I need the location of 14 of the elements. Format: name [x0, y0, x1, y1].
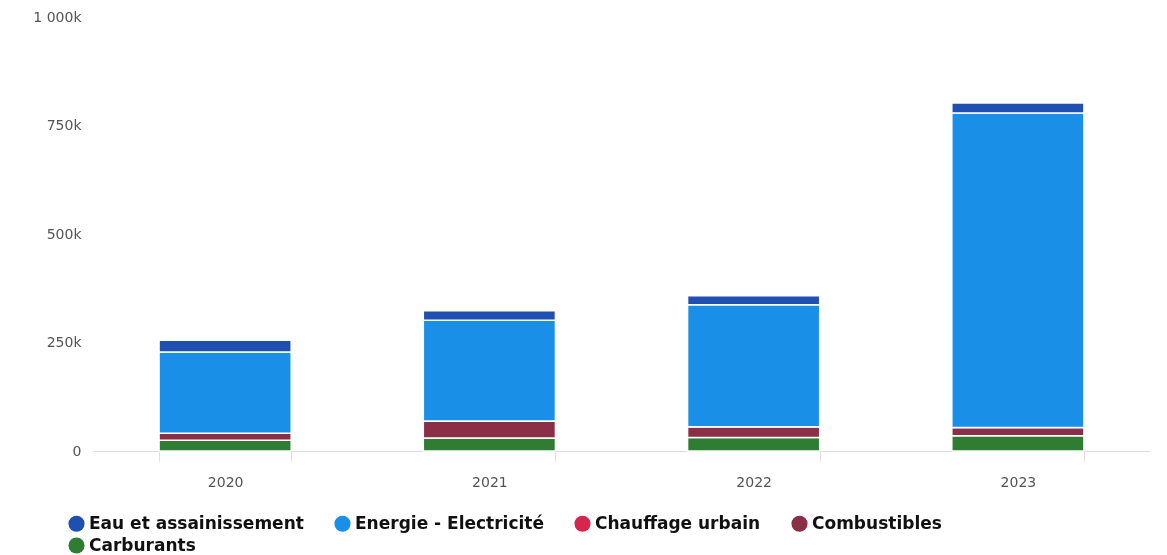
x-tick-label: 2020: [207, 473, 244, 490]
legend-label: Energie - Electricité: [355, 512, 544, 533]
legend-label: Chauffage urbain: [595, 512, 761, 533]
legend-label: Eau et assainissement: [89, 512, 304, 533]
y-tick-label: 0: [72, 442, 82, 459]
x-tick-label: 2021: [472, 473, 508, 490]
y-tick-label: 500k: [46, 225, 83, 242]
y-tick-label: 1 000k: [33, 8, 83, 25]
legend-label: Combustibles: [812, 512, 942, 533]
legend-label: Carburants: [89, 534, 196, 555]
y-tick-label: 250k: [46, 334, 83, 350]
x-tick-label: 2023: [1000, 473, 1037, 490]
x-tick-label: 2022: [736, 473, 772, 490]
y-tick-label: 750k: [46, 117, 83, 133]
